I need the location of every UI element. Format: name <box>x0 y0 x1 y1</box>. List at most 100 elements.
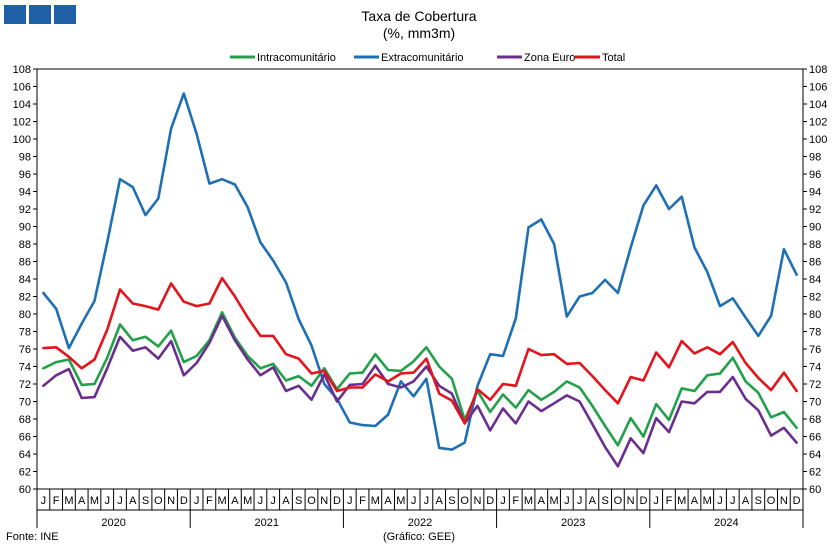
y-tick-label-right: 78 <box>809 327 821 339</box>
logo-square-3 <box>54 5 76 24</box>
x-month-label: J <box>564 495 570 507</box>
y-tick-label-right: 80 <box>809 309 821 321</box>
y-tick-label-left: 106 <box>13 82 31 94</box>
x-month-label: A <box>78 495 86 507</box>
x-month-label: A <box>282 495 290 507</box>
x-month-label: M <box>703 495 712 507</box>
x-month-label: M <box>64 495 73 507</box>
y-tick-label-right: 84 <box>809 274 821 286</box>
y-tick-label-left: 92 <box>19 204 31 216</box>
x-month-label: S <box>448 495 455 507</box>
x-month-label: F <box>666 495 673 507</box>
series-line-extracomunit-rio <box>42 92 798 451</box>
x-year-label: 2024 <box>714 517 738 529</box>
y-tick-label-right: 98 <box>809 152 821 164</box>
x-month-label: S <box>755 495 762 507</box>
x-month-label: S <box>601 495 608 507</box>
x-month-label: A <box>589 495 597 507</box>
x-month-label: J <box>424 495 430 507</box>
credit-note: (Gráfico: GEE) <box>383 531 455 543</box>
x-month-label: M <box>90 495 99 507</box>
y-tick-label-right: 76 <box>809 344 821 356</box>
logo-square-2 <box>29 5 51 24</box>
x-month-label: F <box>512 495 519 507</box>
y-tick-label-right: 94 <box>809 187 821 199</box>
chart-title: Taxa de Cobertura <box>361 8 476 24</box>
x-year-label: 2021 <box>255 517 279 529</box>
x-month-label: J <box>500 495 506 507</box>
x-month-label: F <box>206 495 213 507</box>
series-line-intracomunit-rio <box>42 310 798 447</box>
y-tick-label-left: 68 <box>19 414 31 426</box>
y-tick-label-left: 62 <box>19 467 31 479</box>
x-month-label: F <box>53 495 60 507</box>
y-tick-label-left: 72 <box>19 379 31 391</box>
y-tick-label-left: 76 <box>19 344 31 356</box>
y-tick-label-left: 100 <box>13 134 31 146</box>
x-year-label: 2023 <box>561 517 585 529</box>
x-month-label: M <box>396 495 405 507</box>
y-tick-label-right: 100 <box>809 134 827 146</box>
y-tick-label-right: 96 <box>809 169 821 181</box>
gee-logo <box>4 5 76 24</box>
y-tick-label-right: 72 <box>809 379 821 391</box>
y-tick-label-left: 70 <box>19 397 31 409</box>
x-month-label: A <box>742 495 750 507</box>
y-tick-label-left: 108 <box>13 64 31 76</box>
x-month-label: N <box>780 495 788 507</box>
x-month-label: A <box>691 495 699 507</box>
legend-label: Intracomunitário <box>257 52 336 64</box>
x-month-label: O <box>307 495 316 507</box>
x-month-label: M <box>371 495 380 507</box>
y-tick-label-left: 96 <box>19 169 31 181</box>
x-month-label: D <box>793 495 801 507</box>
y-tick-label-left: 80 <box>19 309 31 321</box>
y-tick-label-right: 64 <box>809 449 821 461</box>
x-month-label: A <box>435 495 443 507</box>
x-month-label: O <box>460 495 469 507</box>
logo-square-1 <box>4 5 26 24</box>
y-tick-label-left: 64 <box>19 449 31 461</box>
x-month-label: A <box>538 495 546 507</box>
chart-subtitle: (%, mm3m) <box>383 25 455 41</box>
x-month-label: J <box>258 495 264 507</box>
x-month-label: M <box>243 495 252 507</box>
x-month-label: O <box>154 495 163 507</box>
y-tick-label-right: 66 <box>809 432 821 444</box>
y-tick-label-left: 82 <box>19 292 31 304</box>
y-tick-label-left: 98 <box>19 152 31 164</box>
x-month-label: J <box>194 495 200 507</box>
source-note: Fonte: INE <box>6 531 59 543</box>
legend-label: Extracomunitário <box>381 52 464 64</box>
y-tick-label-left: 102 <box>13 117 31 129</box>
series-line-total <box>42 276 798 425</box>
x-month-label: J <box>653 495 659 507</box>
x-month-label: S <box>295 495 302 507</box>
x-month-label: J <box>411 495 417 507</box>
x-month-label: J <box>104 495 110 507</box>
y-tick-label-right: 60 <box>809 484 821 496</box>
y-tick-label-left: 74 <box>19 362 31 374</box>
y-tick-label-left: 88 <box>19 239 31 251</box>
y-tick-label-right: 108 <box>809 64 827 76</box>
x-month-label: M <box>524 495 533 507</box>
x-month-label: N <box>627 495 635 507</box>
x-year-label: 2020 <box>101 517 125 529</box>
y-tick-label-right: 106 <box>809 82 827 94</box>
x-month-label: M <box>677 495 686 507</box>
x-month-label: S <box>142 495 149 507</box>
plot-area: 60 60 62 62 64 64 66 66 68 68 70 70 72 72 74 74 76 76 78 78… <box>13 64 828 529</box>
plot-frame <box>36 68 804 490</box>
x-month-label: J <box>347 495 353 507</box>
y-tick-label-left: 78 <box>19 327 31 339</box>
x-month-label: O <box>767 495 776 507</box>
x-month-label: D <box>486 495 494 507</box>
y-tick-label-left: 66 <box>19 432 31 444</box>
x-month-label: J <box>270 495 276 507</box>
x-month-label: J <box>117 495 123 507</box>
x-month-label: N <box>473 495 481 507</box>
x-month-label: O <box>614 495 623 507</box>
legend-label: Zona Euro <box>524 52 575 64</box>
y-tick-label-right: 62 <box>809 467 821 479</box>
y-tick-label-left: 84 <box>19 274 31 286</box>
